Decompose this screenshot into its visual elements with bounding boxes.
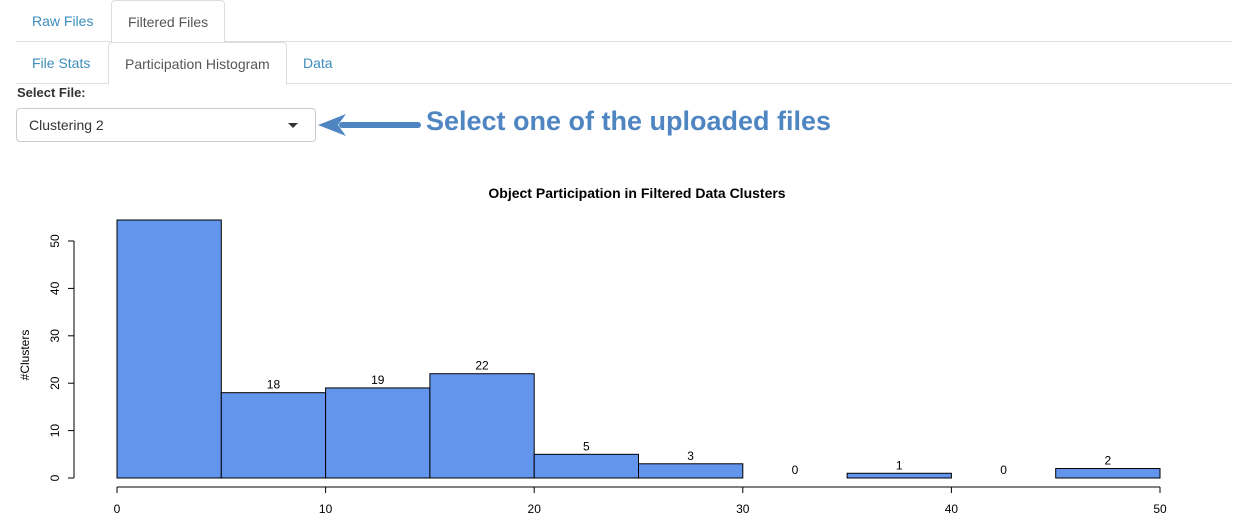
x-tick-label: 40 [945,502,959,516]
y-tick-label: 0 [48,474,62,481]
bar-count-label: 0 [1000,463,1007,477]
tab-raw-files[interactable]: Raw Files [32,13,94,29]
x-tick-label: 30 [736,502,750,516]
inner-tab-bar: File Stats Participation Histogram Data [16,42,1232,85]
file-select-value: Clustering 2 [29,117,104,133]
bar-count-label: 5 [583,439,590,453]
histogram-bar [116,219,222,479]
file-select-dropdown[interactable]: Clustering 2 [16,108,316,142]
annotation-text: Select one of the uploaded files [426,106,832,136]
x-tick-label: 10 [319,502,333,516]
y-tick-label: 20 [48,376,62,390]
bar-count-label: 18 [267,378,281,392]
bar-count-label: 22 [475,359,489,373]
histogram-bar [846,472,952,479]
x-axis: 0 10 20 30 40 50 [114,486,1167,516]
bar-count-label: 3 [687,449,694,463]
select-file-label: Select File: [17,85,86,100]
bar-count-label: 0 [792,463,799,477]
y-axis-label: #Clusters [18,330,32,381]
tab-participation-histogram[interactable]: Participation Histogram [108,42,287,85]
tab-filtered-files[interactable]: Filtered Files [111,0,226,43]
x-tick-label: 50 [1153,502,1167,516]
participation-histogram: Object Participation in Filtered Data Cl… [0,175,1260,526]
y-axis: 0 10 20 30 40 50 [48,234,75,481]
bar-labels-group: 18 19 22 5 3 0 1 0 2 [267,359,1112,477]
histogram-bar [325,387,431,479]
y-tick-label: 10 [48,424,62,438]
histogram-bar [220,392,327,479]
tab-data[interactable]: Data [303,55,333,71]
histogram-svg: Object Participation in Filtered Data Cl… [18,185,1167,516]
bar-count-label: 19 [371,373,385,387]
x-tick-label: 0 [114,502,121,516]
bars-group [116,219,1161,479]
chart-title: Object Participation in Filtered Data Cl… [488,185,785,201]
tab-file-stats[interactable]: File Stats [32,55,91,71]
y-tick-label: 50 [48,234,62,248]
bar-count-label: 2 [1105,454,1112,468]
caret-down-icon [288,123,298,128]
y-tick-label: 30 [48,329,62,343]
histogram-bar [1055,468,1161,479]
bar-count-label: 1 [896,458,903,472]
outer-tab-bar: Raw Files Filtered Files [16,0,1232,43]
left-arrow-icon [318,114,421,136]
histogram-bar [429,373,535,479]
histogram-bar [533,453,640,479]
histogram-bar [638,463,744,479]
x-tick-label: 20 [528,502,542,516]
y-tick-label: 40 [48,281,62,295]
